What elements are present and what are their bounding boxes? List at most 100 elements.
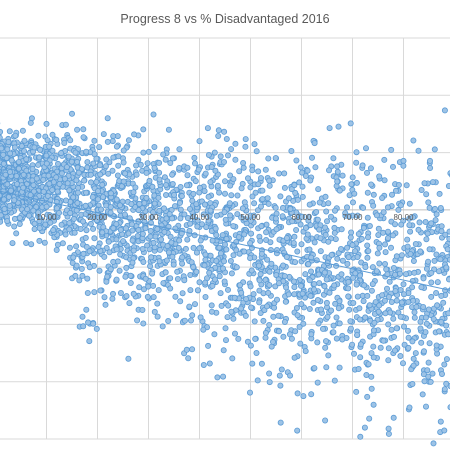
data-point [208, 163, 215, 170]
data-point [438, 223, 445, 230]
data-point [266, 321, 273, 328]
data-point [208, 302, 215, 309]
data-point [131, 131, 138, 138]
data-point [36, 218, 43, 225]
data-point [347, 318, 354, 325]
data-point [336, 298, 343, 305]
data-point [364, 234, 371, 241]
data-point [277, 419, 284, 426]
data-point [163, 215, 170, 222]
data-point [139, 230, 146, 237]
data-point [16, 220, 23, 227]
data-point [331, 207, 338, 214]
data-point [384, 235, 391, 242]
data-point [36, 225, 43, 232]
data-point [7, 187, 14, 194]
data-point [384, 228, 391, 235]
data-point [420, 275, 427, 282]
data-point [79, 313, 86, 320]
data-point [404, 327, 411, 334]
data-point [425, 359, 432, 366]
data-point [388, 191, 395, 198]
data-point [71, 229, 78, 236]
data-point [174, 268, 181, 275]
data-point [134, 317, 141, 324]
data-point [264, 256, 271, 263]
data-point [257, 271, 264, 278]
data-point [80, 134, 87, 141]
data-point [87, 171, 94, 178]
x-tick-label: 40.00 [189, 213, 210, 222]
data-point [321, 283, 328, 290]
data-point [339, 257, 346, 264]
data-point [191, 160, 198, 167]
data-point [397, 313, 404, 320]
data-point [422, 403, 429, 410]
data-point [54, 188, 61, 195]
data-point [437, 418, 444, 425]
data-point [16, 214, 23, 221]
data-point [238, 289, 245, 296]
data-point [53, 205, 60, 212]
data-point [314, 216, 321, 223]
data-point [296, 179, 303, 186]
data-point [334, 168, 341, 175]
data-point [103, 156, 110, 163]
data-point [254, 377, 261, 384]
data-point [287, 205, 294, 212]
data-point [305, 261, 312, 268]
data-point [433, 342, 440, 349]
data-point [259, 196, 266, 203]
data-point [290, 278, 297, 285]
data-point [388, 326, 395, 333]
data-point [181, 211, 188, 218]
data-point [156, 176, 163, 183]
data-point [228, 270, 235, 277]
data-point [409, 284, 416, 291]
data-point [254, 207, 261, 214]
x-tick-label: 50.00 [240, 213, 261, 222]
trendline [0, 190, 450, 291]
data-point [66, 226, 73, 233]
data-point [73, 243, 80, 250]
data-point [266, 182, 273, 189]
data-point [370, 401, 377, 408]
data-point [354, 331, 361, 338]
data-point [247, 184, 254, 191]
data-point [175, 244, 182, 251]
data-point [331, 282, 338, 289]
data-point [299, 213, 306, 220]
data-point [431, 205, 438, 212]
data-point [238, 214, 245, 221]
data-point [280, 262, 287, 269]
data-point [332, 300, 339, 307]
data-point [221, 190, 228, 197]
data-point [240, 164, 247, 171]
data-point [97, 171, 104, 178]
data-point [350, 350, 357, 357]
data-point [12, 132, 19, 139]
data-point [164, 243, 171, 250]
data-point [129, 227, 136, 234]
data-point [155, 287, 162, 294]
data-point [323, 276, 330, 283]
data-point [438, 318, 445, 325]
data-point [176, 199, 183, 206]
data-point [154, 226, 161, 233]
data-point [438, 292, 445, 299]
data-point [276, 372, 283, 379]
data-point [422, 314, 429, 321]
data-point [67, 210, 74, 217]
data-point [15, 158, 22, 165]
data-point [385, 357, 392, 364]
data-point [307, 177, 314, 184]
data-point [385, 321, 392, 328]
data-point [123, 225, 130, 232]
data-point [168, 239, 175, 246]
data-point [405, 334, 412, 341]
data-point [221, 241, 228, 248]
data-point [90, 225, 97, 232]
data-point [270, 313, 277, 320]
data-point [109, 295, 116, 302]
data-point [430, 440, 437, 447]
